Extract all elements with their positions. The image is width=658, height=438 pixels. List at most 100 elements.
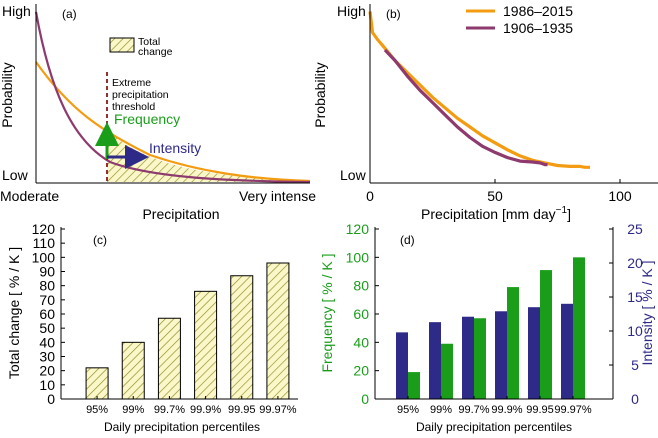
- panel-c-y-tick-label: 40: [39, 334, 55, 350]
- panel-d-right-y-tick-label: 5: [631, 357, 639, 373]
- panel-d-left-y-ticks: 0 20 40 60 80 100 120: [346, 221, 379, 407]
- panel-a-legend-total: Total: [138, 36, 160, 48]
- panel-a-legend-swatch: [109, 37, 135, 53]
- panel-d-left-y-tick-label: 80: [353, 278, 369, 294]
- panel-a-x-tick-very-intense: Very intense: [239, 188, 316, 204]
- panel-c-label: (c): [93, 233, 107, 247]
- panel-b-x-tick-label: 0: [366, 188, 374, 204]
- panel-a-y-tick-high: High: [2, 3, 31, 19]
- panel-a-curve-1906-1935: [34, 11, 311, 184]
- panel-a: (a) High Low Probability Moderate Very i…: [0, 3, 316, 222]
- panel-d-right-y-axis-label: Intensity [ % / K ]: [639, 260, 655, 365]
- panel-d-bar-right: [528, 307, 540, 399]
- panel-d-right-y-ticks: 0 5 10 15 20 25: [609, 221, 643, 407]
- panel-d-x-tick-label: 99.95: [526, 404, 554, 416]
- panel-b-x-tick-label: 50: [487, 188, 503, 204]
- panel-c-x-tick-label: 99.9%: [190, 404, 221, 416]
- panel-d-right-y-tick-label: 25: [627, 221, 643, 237]
- panel-c-y-tick-label: 100: [32, 249, 56, 265]
- panel-c-x-ticks: 95% 99% 99.7% 99.9% 99.95 99.97%: [86, 396, 297, 416]
- panel-d-bar-right: [462, 316, 474, 399]
- panel-a-label: (a): [62, 7, 77, 21]
- panel-a-intensity-label: Intensity: [149, 140, 201, 156]
- panel-b: 0 50 100 (b) High Low Probability Precipit…: [312, 3, 658, 222]
- panel-a-y-tick-low: Low: [2, 167, 29, 183]
- panel-c-x-tick-label: 99.7%: [154, 404, 185, 416]
- panel-a-threshold-line1: Extreme: [112, 77, 151, 89]
- panel-a-legend-change: change: [138, 46, 173, 58]
- panel-d-right-y-tick-label: 0: [631, 391, 639, 407]
- panel-d-x-axis-label: Daily precipitation percentiles: [416, 420, 572, 434]
- panel-c-x-tick-label: 99.97%: [259, 404, 297, 416]
- panel-c-bar: [230, 275, 254, 400]
- panel-b-x-axis-label: Precipitation [mm day−1]: [421, 205, 571, 222]
- panel-d-bar-left: [507, 287, 519, 399]
- panel-c-y-tick-label: 70: [39, 292, 55, 308]
- panel-a-y-axis-label: Probability: [0, 62, 15, 127]
- panel-a-threshold-line3: threshold: [112, 101, 155, 113]
- panel-d-x-tick-label: 99.7%: [458, 404, 489, 416]
- panel-a-x-tick-moderate: Moderate: [0, 188, 59, 204]
- panel-b-legend-1986-2015: 1986–2015: [503, 3, 573, 19]
- panel-d-x-tick-label: 99.9%: [491, 404, 522, 416]
- panel-d-x-tick-label: 99%: [430, 404, 452, 416]
- panel-d-right-y-tick-label: 20: [627, 255, 643, 271]
- panel-c-y-tick-label: 0: [47, 391, 55, 407]
- panel-d-label: (d): [400, 233, 415, 247]
- panel-a-curve-1986-2015: [35, 61, 311, 183]
- panel-d-bar-left: [573, 257, 585, 399]
- panel-c-bars: [85, 262, 290, 400]
- panel-c-y-tick-label: 10: [39, 377, 55, 393]
- panel-a-frequency-label: Frequency: [114, 111, 180, 127]
- panel-d-bar-right: [429, 322, 441, 399]
- panel-c-y-tick-label: 60: [39, 306, 55, 322]
- panel-a-x-axis-label: Precipitation: [142, 206, 219, 222]
- panel-c-bar: [121, 341, 145, 400]
- panel-b-y-tick-low: Low: [340, 167, 367, 183]
- panel-c-y-tick-label: 30: [39, 349, 55, 365]
- panel-b-label: (b): [386, 7, 401, 21]
- panel-d-left-y-tick-label: 0: [361, 391, 369, 407]
- panel-b-x-tick-label: 100: [608, 188, 632, 204]
- panel-c-bar: [85, 367, 109, 400]
- panel-c-bar: [194, 290, 218, 400]
- panel-a-threshold-line2: precipitation: [112, 89, 169, 101]
- panel-d-bar-right: [561, 303, 573, 399]
- panel-b-y-tick-high: High: [337, 3, 366, 19]
- panel-d-x-ticks: 95% 99% 99.7% 99.9% 99.95 99.97%: [397, 396, 592, 416]
- panel-d-left-y-tick-label: 20: [353, 363, 369, 379]
- panel-d-left-y-tick-label: 120: [346, 221, 370, 237]
- panel-d-left-y-tick-label: 60: [353, 306, 369, 322]
- panel-d-left-y-axis-label: Frequency [ % / K ]: [319, 253, 335, 372]
- panel-d-bar-left: [474, 318, 486, 399]
- panel-c-y-tick-label: 110: [33, 235, 56, 251]
- panel-d-bar-left: [540, 270, 552, 399]
- panel-c-x-tick-label: 99%: [122, 404, 144, 416]
- panel-c-y-axis-label: Total change [ % / K ]: [6, 247, 22, 379]
- panel-c-x-tick-label: 99.95: [228, 404, 256, 416]
- panel-c-y-tick-label: 80: [39, 278, 55, 294]
- panel-c-y-tick-label: 90: [39, 264, 55, 280]
- panel-b-y-axis-label: Probability: [312, 62, 328, 127]
- panel-c-bar: [157, 317, 181, 400]
- panel-d-x-tick-label: 99.97%: [554, 404, 592, 416]
- panel-d-left-y-tick-label: 100: [346, 249, 370, 265]
- panel-b-legend-1906-1935: 1906–1935: [503, 20, 573, 36]
- panel-c-y-tick-label: 120: [32, 221, 56, 237]
- panel-d-bars: [396, 257, 585, 399]
- panel-d-right-y-tick-label: 10: [627, 323, 643, 339]
- panel-c-y-tick-label: 20: [39, 363, 55, 379]
- panel-c-x-tick-label: 95%: [86, 404, 108, 416]
- panel-c-bar: [266, 262, 290, 400]
- panel-b-series: [368, 11, 590, 169]
- panel-d-left-y-tick-label: 40: [353, 334, 369, 350]
- panel-d-right-y-tick-label: 15: [627, 289, 643, 305]
- panel-d-bar-left: [408, 372, 420, 399]
- panel-b-line-2: [383, 48, 548, 167]
- panel-c-y-tick-label: 50: [39, 320, 55, 336]
- panel-d-bar-right: [396, 332, 408, 399]
